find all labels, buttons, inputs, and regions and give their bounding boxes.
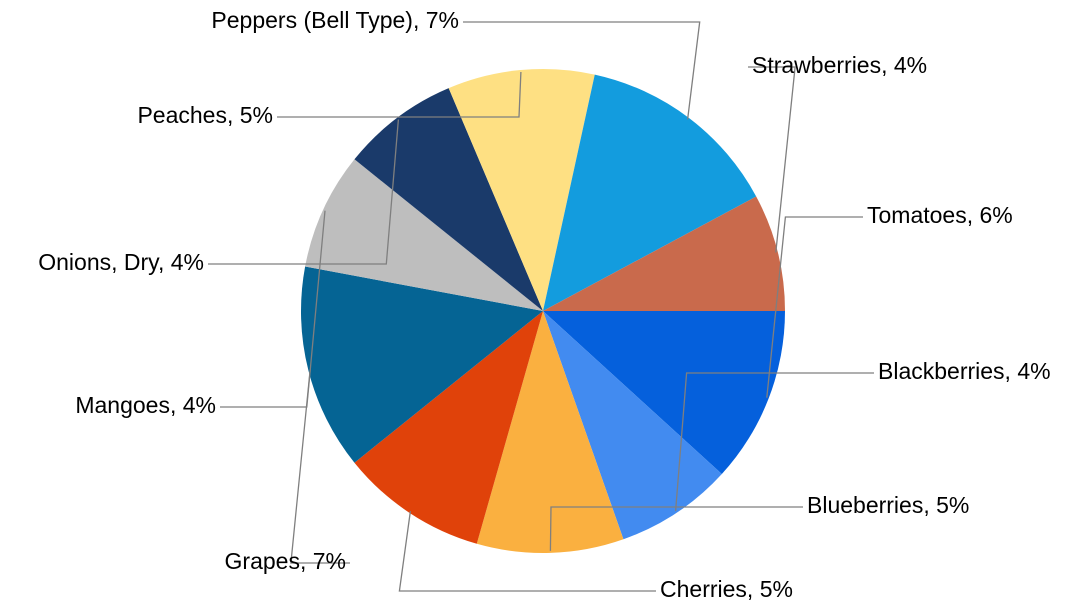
data-label-peppers-bell-type: Peppers (Bell Type), 7% bbox=[211, 7, 459, 33]
data-label-strawberries: Strawberries, 4% bbox=[752, 52, 927, 78]
pie-slice-peppers-bell-type bbox=[543, 74, 757, 311]
leader-line-blackberries bbox=[674, 372, 874, 512]
leader-line-peaches bbox=[277, 71, 522, 118]
leader-lines bbox=[208, 21, 874, 592]
leader-line-onions-dry bbox=[208, 119, 400, 265]
pie-slice-cherries bbox=[354, 311, 543, 544]
data-label-mangoes: Mangoes, 4% bbox=[75, 392, 216, 418]
data-label-grapes: Grapes, 7% bbox=[225, 548, 346, 574]
pie-slice-blackberries bbox=[543, 311, 722, 540]
leader-line-tomatoes bbox=[766, 216, 863, 398]
leader-line-peppers-bell-type bbox=[463, 21, 701, 120]
pie-slice-tomatoes bbox=[543, 311, 785, 475]
leader-line-mangoes bbox=[220, 210, 326, 408]
pie-slices bbox=[300, 68, 785, 553]
leader-line-blueberries bbox=[549, 506, 803, 551]
data-label-tomatoes: Tomatoes, 6% bbox=[867, 202, 1013, 228]
data-label-blackberries: Blackberries, 4% bbox=[878, 358, 1051, 384]
leader-line-cherries bbox=[398, 511, 656, 592]
data-label-cherries: Cherries, 5% bbox=[660, 576, 793, 602]
data-label-peaches: Peaches, 5% bbox=[137, 102, 273, 128]
data-label-blueberries: Blueberries, 5% bbox=[807, 492, 969, 518]
leader-line-grapes bbox=[290, 369, 350, 564]
pie-slice-blueberries bbox=[476, 311, 624, 553]
pie-slice-mangoes bbox=[305, 159, 543, 311]
data-label-onions-dry: Onions, Dry, 4% bbox=[38, 249, 204, 275]
pie-slice-grapes bbox=[300, 266, 543, 463]
leader-line-strawberries bbox=[748, 66, 796, 253]
data-labels: Tomatoes, 6% Blackberries, 4% Blueberrie… bbox=[38, 7, 1050, 602]
pie-slice-strawberries bbox=[543, 196, 785, 311]
pie-slice-onions-dry bbox=[354, 88, 543, 311]
pie-slice-peaches bbox=[448, 68, 595, 311]
